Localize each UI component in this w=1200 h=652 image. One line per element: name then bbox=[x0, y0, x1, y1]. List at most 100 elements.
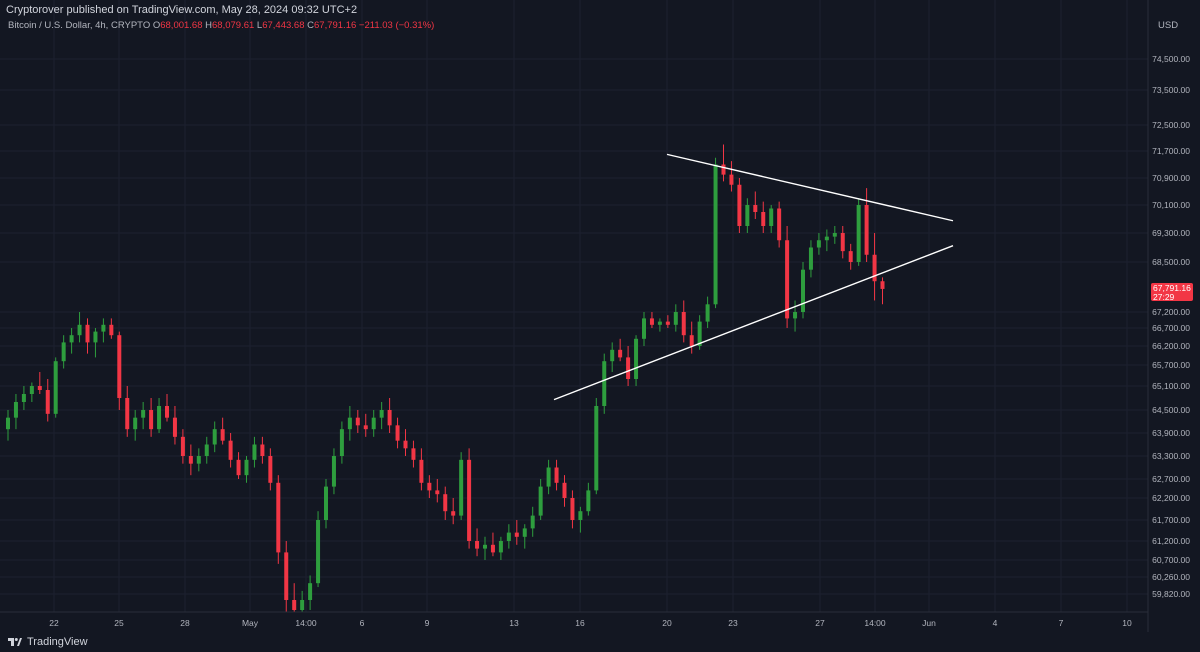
time-tick-label: 9 bbox=[425, 618, 430, 628]
candle-body bbox=[602, 361, 607, 406]
candle-body bbox=[109, 324, 114, 336]
price-tick-label: 64,500.00 bbox=[1152, 405, 1190, 415]
publish-line: Cryptorover published on TradingView.com… bbox=[6, 4, 358, 16]
candle-body bbox=[546, 467, 551, 487]
candle-body bbox=[93, 331, 98, 343]
currency-label: USD bbox=[1158, 20, 1178, 31]
candle-body bbox=[371, 417, 376, 430]
candle-body bbox=[316, 520, 321, 584]
candle-body bbox=[657, 321, 662, 325]
candle-body bbox=[498, 541, 503, 553]
candle-body bbox=[395, 425, 400, 441]
candle-body bbox=[268, 456, 273, 483]
candle-body bbox=[665, 321, 670, 325]
candle-body bbox=[157, 406, 162, 430]
price-tick-label: 63,300.00 bbox=[1152, 451, 1190, 461]
close-label: C bbox=[307, 20, 314, 31]
candle-body bbox=[260, 444, 265, 456]
candle-body bbox=[769, 208, 774, 226]
candle-body bbox=[483, 544, 487, 549]
candle-body bbox=[13, 402, 18, 418]
candle-body bbox=[538, 486, 543, 516]
price-axis[interactable]: 74,500.00 73,500.00 72,500.00 71,700.00 70,9… bbox=[1152, 54, 1190, 599]
open-value: 68,001.68 bbox=[160, 20, 203, 31]
candle-body bbox=[101, 324, 106, 332]
candle-body bbox=[6, 417, 10, 430]
chart-grid bbox=[0, 0, 1148, 612]
candle-body bbox=[451, 511, 456, 516]
upper-trendline[interactable] bbox=[666, 153, 954, 222]
time-tick-label: Jun bbox=[922, 618, 936, 628]
price-tick-label: 66,200.00 bbox=[1152, 341, 1190, 351]
candle-body bbox=[308, 583, 313, 600]
open-label: O bbox=[152, 20, 161, 31]
candle-body bbox=[745, 205, 750, 226]
candle-body bbox=[165, 406, 169, 418]
candle-body bbox=[490, 544, 495, 553]
candle-body bbox=[236, 459, 241, 476]
close-value: 67,791.16 bbox=[314, 20, 357, 31]
price-tick-label: 74,500.00 bbox=[1152, 54, 1190, 64]
symbol-name: Bitcoin / U.S. Dollar, 4h, CRYPTO bbox=[8, 20, 151, 31]
candle-body bbox=[61, 342, 66, 362]
time-tick-label: 13 bbox=[509, 618, 519, 628]
candle-body bbox=[570, 498, 575, 520]
candle-body bbox=[363, 425, 368, 430]
low-label: L bbox=[256, 20, 263, 31]
time-axis[interactable]: 22 25 28 May 14:00 6 9 13 16 20 23 27 14:00 Jun 4 7 10 bbox=[49, 618, 1132, 628]
candle-body bbox=[737, 184, 742, 226]
candle-body bbox=[618, 349, 623, 358]
candle-body bbox=[475, 541, 480, 549]
candle-body bbox=[578, 511, 583, 520]
time-tick-label: 14:00 bbox=[295, 618, 317, 628]
candle-body bbox=[411, 448, 416, 460]
candle-body bbox=[419, 459, 424, 483]
footer-bar: TradingView bbox=[0, 634, 1200, 652]
high-value: 68,079.61 bbox=[212, 20, 255, 31]
time-tick-label: May bbox=[242, 618, 259, 628]
candle-body bbox=[872, 254, 877, 282]
high-label: H bbox=[205, 20, 213, 31]
time-tick-label: 10 bbox=[1122, 618, 1132, 628]
candle-body bbox=[21, 394, 26, 402]
time-tick-label: 6 bbox=[360, 618, 365, 628]
candle-body bbox=[761, 212, 766, 226]
candle-body bbox=[125, 398, 130, 430]
candle-body bbox=[29, 386, 34, 394]
candle-body bbox=[721, 164, 726, 175]
candle-body bbox=[705, 304, 710, 322]
price-tick-label: 59,820.00 bbox=[1152, 589, 1190, 599]
candle-body bbox=[435, 490, 440, 495]
change-value: −211.03 (−0.31%) bbox=[358, 20, 435, 31]
candle-body bbox=[276, 482, 281, 553]
price-tick-label: 70,100.00 bbox=[1152, 200, 1190, 210]
lower-trendline[interactable] bbox=[553, 245, 954, 401]
candle-body bbox=[45, 390, 50, 414]
tradingview-logo[interactable]: TradingView bbox=[8, 636, 88, 648]
current-price-label: 67,791.16 27:29 bbox=[1151, 283, 1193, 301]
candle-body bbox=[85, 324, 90, 343]
price-tick-label: 70,900.00 bbox=[1152, 173, 1190, 183]
candle-body bbox=[117, 335, 122, 398]
price-tick-label: 61,700.00 bbox=[1152, 515, 1190, 525]
price-tick-label: 65,100.00 bbox=[1152, 381, 1190, 391]
price-tick-label: 71,700.00 bbox=[1152, 146, 1190, 156]
candle-body bbox=[300, 600, 305, 610]
candle-body bbox=[244, 459, 249, 476]
price-tick-label: 62,200.00 bbox=[1152, 493, 1190, 503]
candlestick-series bbox=[6, 144, 885, 612]
price-tick-label: 69,300.00 bbox=[1152, 228, 1190, 238]
candle-body bbox=[562, 482, 567, 498]
candle-body bbox=[180, 436, 185, 456]
candle-body bbox=[530, 515, 535, 529]
candle-body bbox=[880, 281, 885, 289]
candle-body bbox=[53, 361, 58, 414]
candle-body bbox=[522, 528, 527, 537]
time-tick-label: 25 bbox=[114, 618, 124, 628]
candle-body bbox=[331, 456, 336, 487]
candle-body bbox=[634, 338, 639, 379]
price-tick-label: 73,500.00 bbox=[1152, 85, 1190, 95]
price-tick-label: 62,700.00 bbox=[1152, 474, 1190, 484]
candle-body bbox=[673, 312, 678, 325]
